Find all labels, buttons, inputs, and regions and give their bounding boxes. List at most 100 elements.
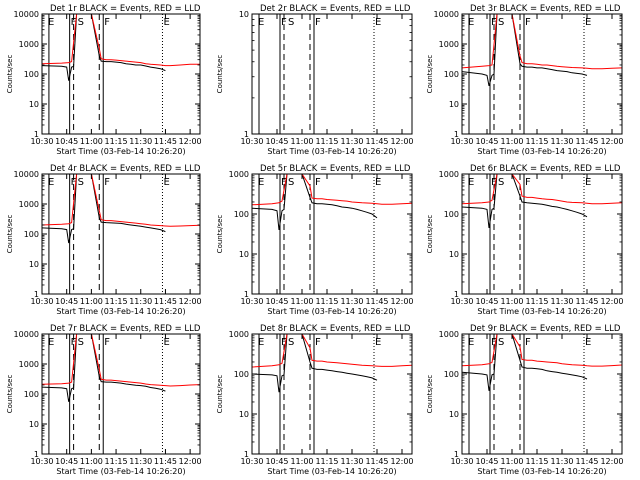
det-8r-marker-label: E [375, 337, 381, 348]
det-5r-plot-frame [251, 173, 413, 295]
det-4r-x-tick-label: 10:30 [30, 297, 53, 306]
det-5r-x-tick-label: 12:00 [390, 297, 413, 306]
det-9r-x-tick-label: 11:30 [550, 457, 573, 466]
det-7r-y-axis-label: Counts/sec [6, 375, 14, 414]
det-1r-marker-label: E [163, 17, 169, 28]
det-6r-series-lld [462, 174, 622, 205]
det-2r-x-tick-label: 11:15 [315, 137, 338, 146]
det-4r-series-lld [42, 174, 200, 227]
det-5r-x-tick-label: 11:45 [365, 297, 388, 306]
det-4r-y-tick-label: 10 [29, 260, 39, 269]
det-8r-x-tick-label: 11:00 [290, 457, 313, 466]
det-1r-x-tick-label: 11:15 [105, 137, 128, 146]
det-5r-x-axis-label: Start Time (03-Feb-14 10:26:20) [267, 307, 396, 316]
det-4r-plot-frame [41, 173, 201, 295]
det-9r-y-tick-label: 1 [454, 450, 459, 459]
det-7r-y-tick-label: 10 [29, 420, 39, 429]
det-3r-title: Det 3r BLACK = Events, RED = LLD [470, 4, 621, 14]
det-6r-x-tick-label: 11:15 [525, 297, 548, 306]
det-1r-marker-label: S [78, 17, 84, 28]
det-3r-x-tick-label: 11:30 [550, 137, 573, 146]
det-3r-x-tick-label: 10:45 [475, 137, 498, 146]
det-1r-x-tick-label: 10:30 [30, 137, 53, 146]
det-7r-marker-label: S [78, 337, 84, 348]
det-1r-plot-frame [41, 13, 201, 135]
det-2r-y-tick-label: 10 [239, 10, 249, 19]
det-2r-marker-label: E [375, 17, 381, 28]
det-8r-y-tick-label: 10 [239, 410, 249, 419]
det-7r-x-axis-label: Start Time (03-Feb-14 10:26:20) [56, 467, 185, 476]
det-4r-x-tick-label: 12:00 [179, 297, 202, 306]
det-5r-y-tick-label: 10 [239, 250, 249, 259]
det-6r-y-axis-label: Counts/sec [426, 215, 434, 254]
det-1r-marker-label: F [104, 17, 110, 28]
det-8r-x-tick-label: 10:45 [265, 457, 288, 466]
det-5r-marker-label: F [315, 177, 321, 188]
det-1r-x-tick-label: 11:30 [129, 137, 152, 146]
det-3r-y-axis-label: Counts/sec [426, 55, 434, 94]
det-3r-marker-label: F [491, 17, 497, 28]
det-6r-x-tick-label: 11:00 [500, 297, 523, 306]
det-1r-x-tick-label: 12:00 [179, 137, 202, 146]
det-7r-x-tick-label: 11:45 [154, 457, 177, 466]
det-6r-marker-label: F [525, 177, 531, 188]
det-5r-x-tick-label: 11:30 [340, 297, 363, 306]
det-3r-x-tick-label: 12:00 [600, 137, 623, 146]
det-6r-x-tick-label: 11:30 [550, 297, 573, 306]
det-7r-marker-label: F [104, 337, 110, 348]
det-8r-marker-label: F [281, 337, 287, 348]
det-2r-x-tick-label: 11:45 [365, 137, 388, 146]
det-5r-marker-label: S [288, 177, 294, 188]
det-7r-x-tick-label: 11:15 [105, 457, 128, 466]
det-4r-y-axis-label: Counts/sec [6, 215, 14, 254]
det-1r-x-tick-label: 11:45 [154, 137, 177, 146]
det-4r-marker-label: F [71, 177, 77, 188]
det-1r-x-tick-label: 10:45 [55, 137, 78, 146]
det-4r-series-events [42, 174, 166, 244]
det-8r-x-tick-label: 11:30 [340, 457, 363, 466]
det-8r-x-tick-label: 11:15 [315, 457, 338, 466]
det-9r-x-tick-label: 10:30 [450, 457, 473, 466]
det-5r-series-lld [252, 174, 412, 206]
det-1r-y-tick-label: 10 [29, 100, 39, 109]
det-1r-x-tick-label: 11:00 [80, 137, 103, 146]
det-8r-plot-frame [251, 333, 413, 455]
det-8r-marker-label: S [288, 337, 294, 348]
det-6r-x-tick-label: 10:45 [475, 297, 498, 306]
det-9r-y-tick-label: 1000 [439, 330, 459, 339]
det-1r-y-tick-label: 1000 [19, 40, 39, 49]
det-7r-y-tick-label: 1000 [19, 360, 39, 369]
det-5r-y-axis-label: Counts/sec [216, 215, 224, 254]
det-2r-x-axis-label: Start Time (03-Feb-14 10:26:20) [267, 147, 396, 156]
det-6r-y-tick-label: 100 [444, 210, 459, 219]
det-7r-marker-label: E [163, 337, 169, 348]
det-8r-title: Det 8r BLACK = Events, RED = LLD [260, 324, 411, 334]
det-9r-y-axis-label: Counts/sec [426, 375, 434, 414]
det-7r-x-tick-label: 11:00 [80, 457, 103, 466]
det-1r-marker-label: E [48, 17, 54, 28]
det-6r-title: Det 6r BLACK = Events, RED = LLD [470, 164, 621, 174]
det-6r-marker-label: S [498, 177, 504, 188]
det-8r-series-lld [252, 334, 412, 368]
det-3r-plot-frame [461, 13, 623, 135]
det-6r-plot-frame [461, 173, 623, 295]
det-2r-plot-frame [251, 13, 413, 135]
det-5r-marker-label: E [258, 177, 264, 188]
det-8r-y-tick-label: 1000 [229, 330, 249, 339]
det-6r-marker-label: E [468, 177, 474, 188]
det-6r-marker-label: F [491, 177, 497, 188]
det-2r-marker-label: F [281, 17, 287, 28]
det-9r-title: Det 9r BLACK = Events, RED = LLD [470, 324, 621, 334]
det-5r-marker-label: F [281, 177, 287, 188]
det-5r-x-tick-label: 11:15 [315, 297, 338, 306]
det-2r-marker-label: F [315, 17, 321, 28]
det-7r-marker-label: E [48, 337, 54, 348]
det-4r-x-tick-label: 11:45 [154, 297, 177, 306]
det-6r-x-axis-label: Start Time (03-Feb-14 10:26:20) [477, 307, 606, 316]
det-3r-marker-label: F [525, 17, 531, 28]
det-5r-series-events [252, 174, 378, 230]
